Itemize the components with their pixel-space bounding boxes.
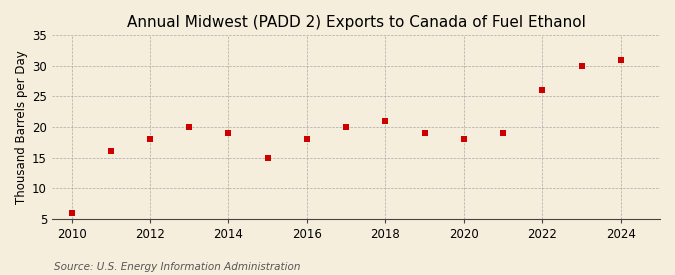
Point [616, 57, 626, 62]
Point [380, 119, 391, 123]
Point [105, 149, 116, 154]
Title: Annual Midwest (PADD 2) Exports to Canada of Fuel Ethanol: Annual Midwest (PADD 2) Exports to Canad… [126, 15, 585, 30]
Text: Source: U.S. Energy Information Administration: Source: U.S. Energy Information Administ… [54, 262, 300, 272]
Point [341, 125, 352, 129]
Point [223, 131, 234, 135]
Point [184, 125, 194, 129]
Point [537, 88, 547, 93]
Point [419, 131, 430, 135]
Point [263, 155, 273, 160]
Point [497, 131, 508, 135]
Point [458, 137, 469, 141]
Point [302, 137, 313, 141]
Y-axis label: Thousand Barrels per Day: Thousand Barrels per Day [15, 50, 28, 204]
Point [576, 64, 587, 68]
Point [66, 210, 77, 215]
Point [144, 137, 155, 141]
